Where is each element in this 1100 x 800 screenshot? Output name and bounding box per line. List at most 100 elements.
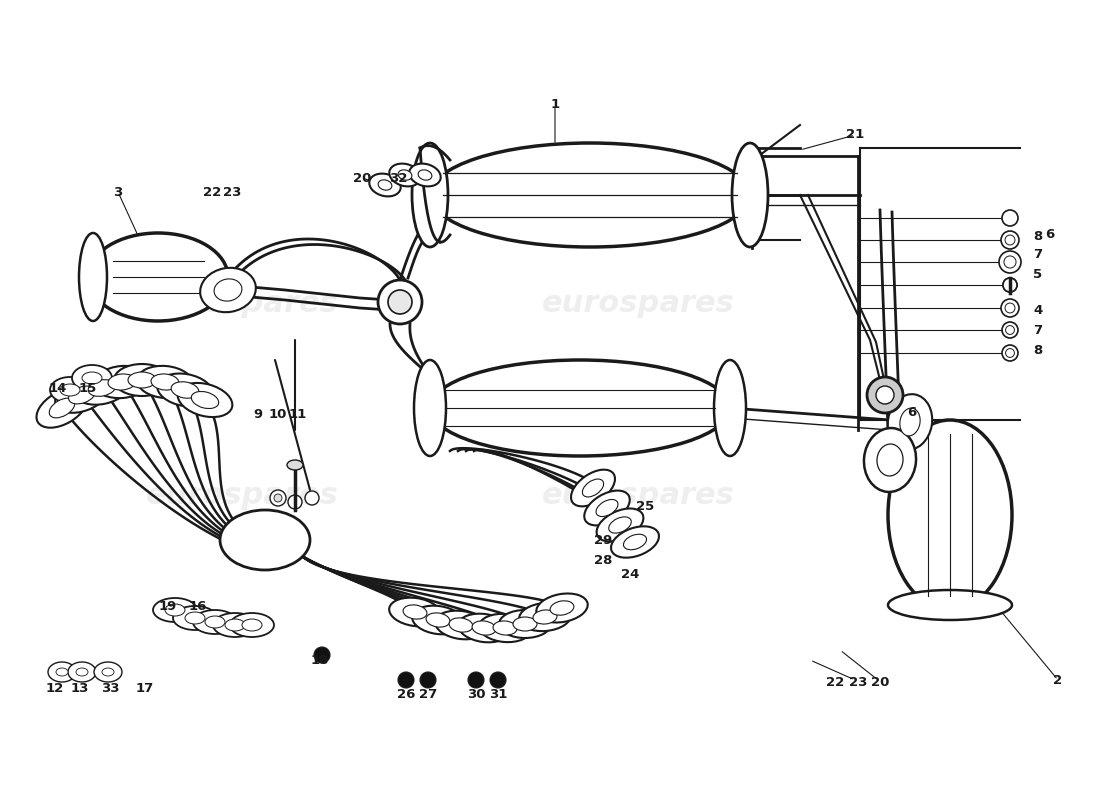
Ellipse shape xyxy=(72,365,112,391)
Ellipse shape xyxy=(128,372,156,388)
Ellipse shape xyxy=(1002,345,1018,361)
Ellipse shape xyxy=(403,605,427,619)
Text: 31: 31 xyxy=(488,689,507,702)
Ellipse shape xyxy=(513,617,537,631)
Ellipse shape xyxy=(55,377,109,413)
Ellipse shape xyxy=(412,143,448,247)
Ellipse shape xyxy=(305,491,319,505)
Ellipse shape xyxy=(1001,231,1019,249)
Ellipse shape xyxy=(214,279,242,301)
Text: 27: 27 xyxy=(419,689,437,702)
Ellipse shape xyxy=(1001,299,1019,317)
Text: 12: 12 xyxy=(46,682,64,694)
Ellipse shape xyxy=(68,386,96,404)
Ellipse shape xyxy=(191,391,219,409)
Ellipse shape xyxy=(172,382,199,398)
Ellipse shape xyxy=(76,668,88,676)
Ellipse shape xyxy=(888,590,1012,620)
Ellipse shape xyxy=(165,604,185,616)
Text: 20: 20 xyxy=(353,171,371,185)
Ellipse shape xyxy=(60,384,80,396)
Text: 7: 7 xyxy=(1033,323,1043,337)
Text: 33: 33 xyxy=(101,682,119,694)
Text: 22: 22 xyxy=(202,186,221,198)
Ellipse shape xyxy=(877,444,903,476)
Ellipse shape xyxy=(449,618,473,632)
Ellipse shape xyxy=(185,612,205,624)
Ellipse shape xyxy=(864,428,916,492)
Ellipse shape xyxy=(102,668,114,676)
Text: 23: 23 xyxy=(223,186,241,198)
Ellipse shape xyxy=(274,494,282,502)
Text: 8: 8 xyxy=(1033,230,1043,243)
Text: 8: 8 xyxy=(1033,343,1043,357)
Text: 4: 4 xyxy=(1033,303,1043,317)
Ellipse shape xyxy=(519,603,571,631)
Text: 3: 3 xyxy=(113,186,122,198)
Text: 20: 20 xyxy=(871,675,889,689)
Ellipse shape xyxy=(88,380,116,396)
Ellipse shape xyxy=(537,594,587,622)
Ellipse shape xyxy=(226,619,245,631)
Ellipse shape xyxy=(534,610,557,624)
Ellipse shape xyxy=(876,386,894,404)
Ellipse shape xyxy=(153,598,197,622)
Text: 16: 16 xyxy=(189,601,207,614)
Ellipse shape xyxy=(1005,349,1014,358)
Ellipse shape xyxy=(75,371,130,405)
Ellipse shape xyxy=(900,408,920,436)
Text: 6: 6 xyxy=(908,406,916,418)
Ellipse shape xyxy=(389,163,420,186)
Ellipse shape xyxy=(493,621,517,635)
Ellipse shape xyxy=(418,170,432,180)
Ellipse shape xyxy=(138,366,192,398)
Ellipse shape xyxy=(1003,278,1018,292)
Ellipse shape xyxy=(388,290,412,314)
Ellipse shape xyxy=(205,616,225,628)
Ellipse shape xyxy=(1002,322,1018,338)
Text: 32: 32 xyxy=(388,171,407,185)
Ellipse shape xyxy=(157,374,212,406)
Ellipse shape xyxy=(472,621,496,635)
Text: eurospares: eurospares xyxy=(541,290,735,318)
Text: 19: 19 xyxy=(158,601,177,614)
Ellipse shape xyxy=(468,672,484,688)
Ellipse shape xyxy=(108,374,136,390)
Ellipse shape xyxy=(436,610,487,639)
Ellipse shape xyxy=(1005,235,1015,245)
Ellipse shape xyxy=(584,490,630,526)
Ellipse shape xyxy=(114,364,170,396)
Ellipse shape xyxy=(288,495,302,509)
Ellipse shape xyxy=(398,672,414,688)
Ellipse shape xyxy=(56,668,68,676)
Ellipse shape xyxy=(414,360,446,456)
Ellipse shape xyxy=(550,601,574,615)
Text: 9: 9 xyxy=(253,409,263,422)
Ellipse shape xyxy=(50,398,75,418)
Ellipse shape xyxy=(36,388,88,428)
Ellipse shape xyxy=(1005,326,1014,334)
Ellipse shape xyxy=(200,268,256,312)
Text: 5: 5 xyxy=(1033,269,1043,282)
Ellipse shape xyxy=(999,251,1021,273)
Ellipse shape xyxy=(582,479,604,497)
Text: 29: 29 xyxy=(594,534,612,546)
Text: 6: 6 xyxy=(1045,229,1055,242)
Ellipse shape xyxy=(242,619,262,631)
Ellipse shape xyxy=(1005,303,1015,313)
Ellipse shape xyxy=(480,614,531,642)
Ellipse shape xyxy=(409,163,441,186)
Ellipse shape xyxy=(370,174,400,197)
Ellipse shape xyxy=(48,662,76,682)
Ellipse shape xyxy=(68,662,96,682)
Text: 13: 13 xyxy=(70,682,89,694)
Text: 17: 17 xyxy=(136,682,154,694)
Ellipse shape xyxy=(213,613,257,637)
Ellipse shape xyxy=(459,614,509,642)
Text: 23: 23 xyxy=(849,675,867,689)
Text: 28: 28 xyxy=(594,554,613,566)
Ellipse shape xyxy=(398,170,411,180)
Ellipse shape xyxy=(430,360,730,456)
Ellipse shape xyxy=(220,510,310,570)
Ellipse shape xyxy=(608,517,631,533)
